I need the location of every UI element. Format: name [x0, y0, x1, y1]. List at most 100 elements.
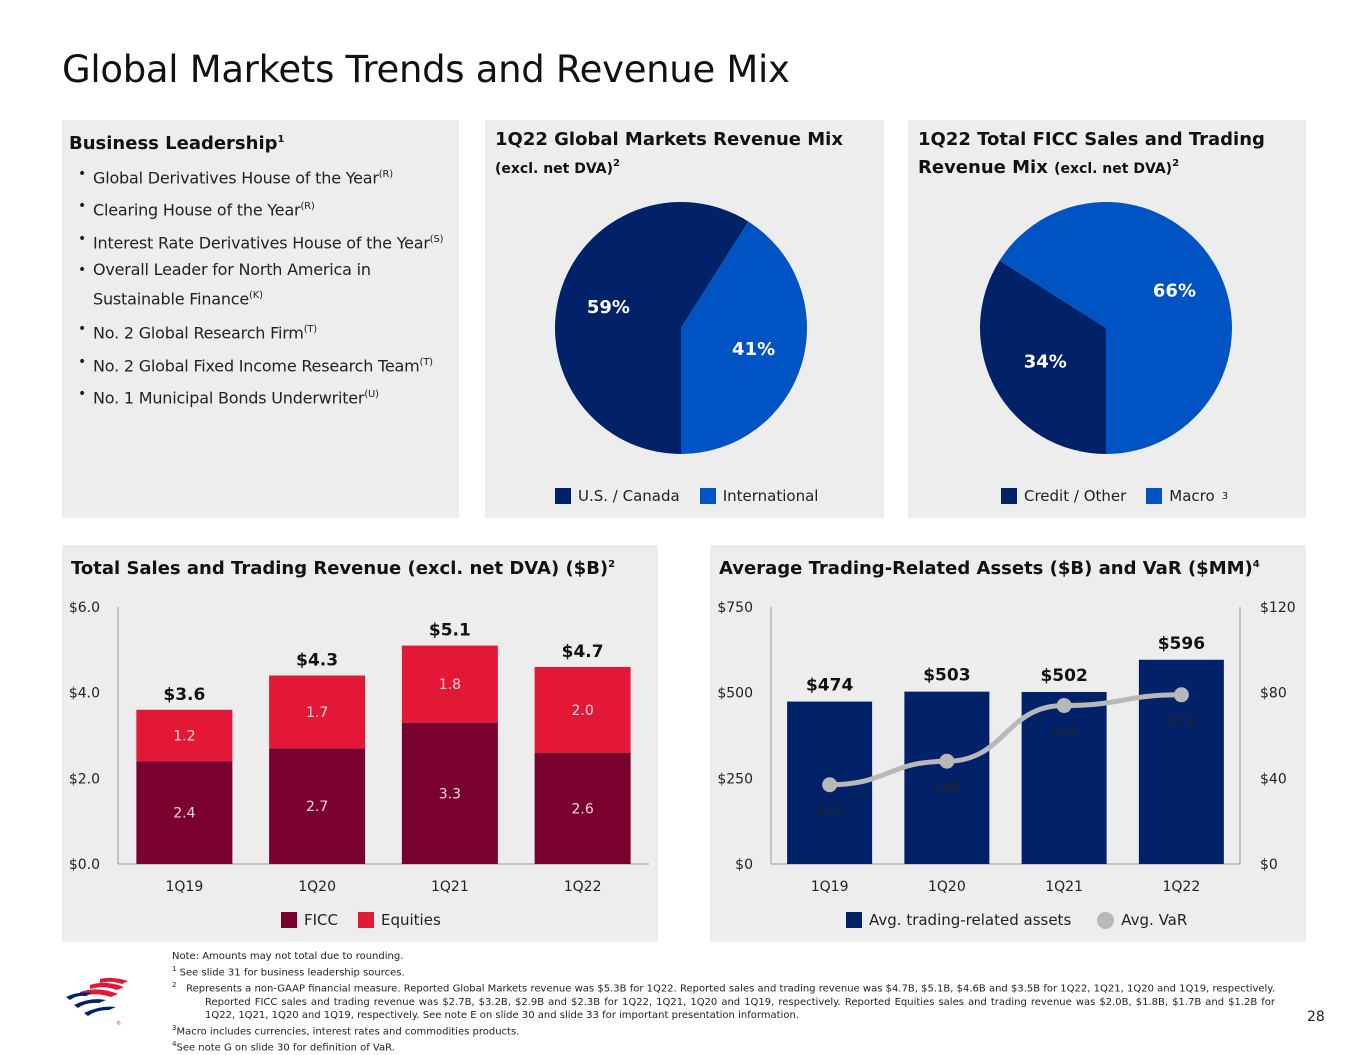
- leadership-list: Global Derivatives House of the Year(R) …: [69, 160, 459, 412]
- revenue-mix-title: 1Q22 Global Markets Revenue Mix (excl. ne…: [495, 129, 843, 177]
- sales-trading-panel: Total Sales and Trading Revenue (excl. n…: [62, 545, 658, 942]
- bar-ficc: [269, 748, 366, 864]
- data-label: 1.7: [306, 705, 328, 721]
- var-value-label: $74: [1051, 725, 1078, 741]
- list-item: No. 1 Municipal Bonds Underwriter(U): [69, 380, 459, 412]
- x-tick-label: 1Q19: [166, 879, 204, 895]
- data-label: 2.0: [571, 703, 593, 719]
- list-item: No. 2 Global Research Firm(T): [69, 315, 459, 347]
- x-tick-label: 1Q20: [298, 879, 336, 895]
- bar-value-label: $474: [806, 676, 853, 696]
- bar-value-label: $503: [923, 666, 970, 686]
- x-tick-label: 1Q21: [1045, 879, 1083, 895]
- data-label: 2.7: [306, 799, 328, 815]
- y-tick-label: $6.0: [69, 600, 100, 616]
- y-tick-label-right: $0: [1260, 857, 1278, 873]
- avg-assets-panel: Average Trading-Related Assets ($B) and …: [710, 545, 1306, 942]
- ficc-mix-legend: Credit / Other Macro 3: [1001, 487, 1228, 505]
- bar-ficc: [534, 752, 631, 864]
- y-tick-label-left: $750: [717, 600, 753, 616]
- y-tick-label-right: $80: [1260, 686, 1287, 702]
- svg-text:®: ®: [116, 1020, 121, 1027]
- y-tick-label-left: $250: [717, 771, 753, 787]
- avg-assets-title: Average Trading-Related Assets ($B) and …: [719, 558, 1260, 579]
- y-tick-label-left: $500: [717, 686, 753, 702]
- list-item: Global Derivatives House of the Year(R): [69, 160, 459, 192]
- total-label: $5.1: [429, 621, 471, 641]
- legend-item-us-canada: U.S. / Canada: [555, 487, 680, 505]
- x-tick-label: 1Q22: [564, 879, 602, 895]
- list-item: No. 2 Global Fixed Income Research Team(…: [69, 348, 459, 380]
- revenue-mix-panel: 1Q22 Global Markets Revenue Mix (excl. ne…: [485, 120, 884, 518]
- legend-item-macro: Macro 3: [1146, 487, 1228, 505]
- y-tick-label: $2.0: [69, 771, 100, 787]
- pie-value-label: 66%: [1153, 280, 1196, 301]
- bar-avg-assets: [1021, 691, 1107, 864]
- data-label: 2.4: [173, 806, 195, 822]
- total-label: $4.7: [562, 642, 604, 662]
- ficc-mix-panel: 1Q22 Total FICC Sales and Trading Revenue…: [908, 120, 1306, 518]
- sales-trading-legend: FICC Equities: [281, 911, 441, 929]
- legend-swatch: [846, 912, 862, 928]
- page-title: Global Markets Trends and Revenue Mix: [62, 48, 790, 91]
- var-line: [827, 692, 1184, 788]
- data-label: 2.6: [571, 801, 593, 817]
- avg-assets-combo-chart: $0 $250 $500 $750 $0 $40 $80 $120 $474 1Q19 $503 1Q…: [717, 600, 1295, 895]
- ficc-mix-pie-chart: 34% 66%: [980, 202, 1232, 454]
- var-point: [822, 777, 838, 793]
- total-label: $3.6: [163, 685, 205, 705]
- x-tick-label: 1Q20: [928, 879, 966, 895]
- bar-ficc: [401, 722, 498, 864]
- footnote-3: 3Macro includes currencies, interest rat…: [172, 1023, 520, 1037]
- legend-swatch: [358, 912, 374, 928]
- bar-value-label: $596: [1158, 634, 1205, 654]
- var-point: [1173, 687, 1189, 703]
- legend-swatch: [281, 912, 297, 928]
- var-value-label: $79: [1168, 714, 1195, 730]
- legend-item-avg-var: Avg. VaR: [1097, 911, 1187, 929]
- total-label: $4.3: [296, 651, 338, 671]
- list-item: Interest Rate Derivatives House of the Y…: [69, 225, 459, 257]
- data-label: 3.3: [439, 786, 461, 802]
- legend-swatch: [699, 488, 716, 504]
- bar-value-label: $502: [1040, 666, 1087, 686]
- sales-trading-title: Total Sales and Trading Revenue (excl. n…: [71, 558, 616, 579]
- pie-slice: [681, 221, 807, 454]
- legend-item-international: International: [699, 487, 818, 505]
- business-leadership-panel: Business Leadership1 Global Derivatives …: [62, 120, 459, 518]
- data-label: 1.8: [439, 677, 461, 693]
- y-tick-label-left: $0: [735, 857, 753, 873]
- legend-swatch: [555, 488, 571, 504]
- legend-swatch: [1001, 488, 1017, 504]
- legend-item-ficc: FICC: [281, 911, 338, 929]
- pie-slice: [555, 201, 749, 454]
- y-tick-label: $0.0: [69, 857, 100, 873]
- bar-ficc: [136, 761, 233, 864]
- ficc-mix-title: 1Q22 Total FICC Sales and Trading Revenue…: [918, 129, 1265, 178]
- var-point: [1056, 698, 1072, 714]
- footnote-4: 4See note G on slide 30 for definition o…: [172, 1039, 395, 1054]
- var-point: [939, 753, 955, 769]
- legend-swatch: [1146, 488, 1163, 504]
- y-tick-label-right: $40: [1260, 771, 1287, 787]
- legend-item-credit-other: Credit / Other: [1001, 487, 1126, 505]
- bar-avg-assets: [904, 691, 990, 864]
- pie-value-label: 59%: [587, 297, 630, 318]
- bar-equities: [269, 675, 366, 749]
- business-leadership-title: Business Leadership1: [69, 133, 285, 154]
- legend-item-equities: Equities: [358, 911, 441, 929]
- sales-trading-bar-chart: $0.0 $2.0 $4.0 $6.0 2.4 1.2 $3.6 1Q19 2.7 1.7 $4.3…: [69, 600, 649, 895]
- pie-value-label: 34%: [1024, 351, 1067, 372]
- pie-slice: [980, 260, 1106, 454]
- list-item: Clearing House of the Year(R): [69, 192, 459, 224]
- list-item: Overall Leader for North America inSusta…: [69, 257, 459, 315]
- data-label: 1.2: [173, 729, 195, 745]
- x-tick-label: 1Q21: [431, 879, 469, 895]
- pie-slice: [999, 202, 1232, 454]
- x-tick-label: 1Q22: [1163, 879, 1201, 895]
- legend-swatch: [1097, 911, 1115, 929]
- avg-assets-legend: Avg. trading-related assets Avg. VaR: [846, 911, 1187, 929]
- footnote-1: 1 See slide 31 for business leadership s…: [172, 965, 405, 979]
- bar-equities: [534, 666, 631, 753]
- page-number: 28: [1307, 1009, 1325, 1025]
